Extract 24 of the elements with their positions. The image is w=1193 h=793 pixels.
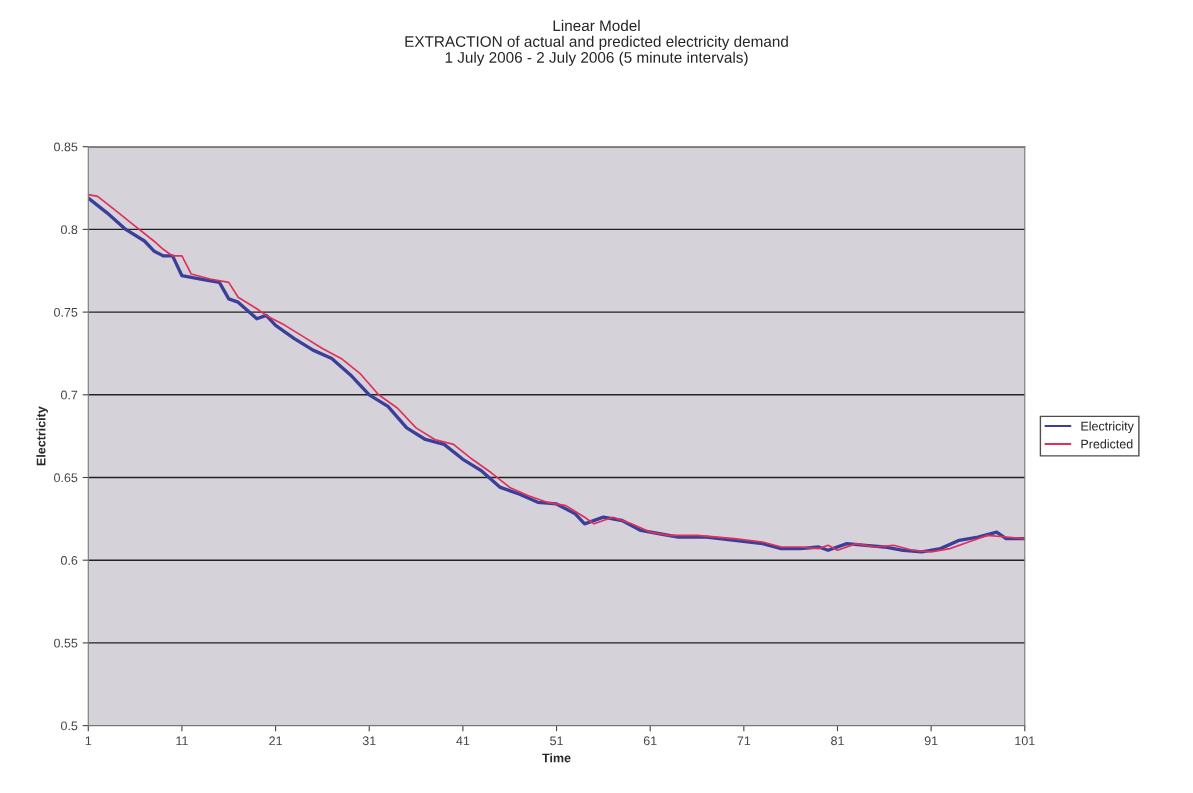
- y-tick-label: 0.75: [54, 307, 78, 317]
- x-tick-label: 71: [737, 736, 751, 746]
- y-tick-label: 0.65: [54, 473, 78, 483]
- legend-label: Electricity: [1081, 421, 1134, 434]
- x-tick-label: 51: [550, 736, 563, 746]
- y-tick-label: 0.8: [60, 225, 78, 235]
- x-tick-label: 101: [1015, 736, 1035, 746]
- y-tick-label: 0.6: [60, 556, 78, 565]
- x-tick-label: 1: [85, 736, 92, 746]
- chart-title: Linear Model EXTRACTION of actual and predicted electricity demand 1 July 2006 - 2 July 2006 (5 minute intervals): [405, 19, 788, 66]
- x-tick-label: 21: [269, 736, 282, 746]
- x-tick-label: 31: [362, 736, 376, 746]
- x-axis-title: Time: [542, 753, 571, 763]
- x-tick-label: 81: [831, 736, 844, 746]
- y-axis-title: Electricity: [36, 406, 48, 466]
- y-tick-label: 0.55: [54, 638, 78, 648]
- y-tick-label: 0.5: [60, 721, 78, 731]
- x-tick-label: 91: [924, 736, 938, 746]
- x-tick-label: 61: [643, 736, 657, 746]
- legend-label: Predicted: [1081, 439, 1133, 449]
- x-tick-label: 41: [456, 736, 470, 746]
- x-tick-label: 11: [176, 736, 188, 746]
- y-tick-label: 0.7: [60, 390, 78, 400]
- y-tick-label: 0.85: [54, 142, 78, 152]
